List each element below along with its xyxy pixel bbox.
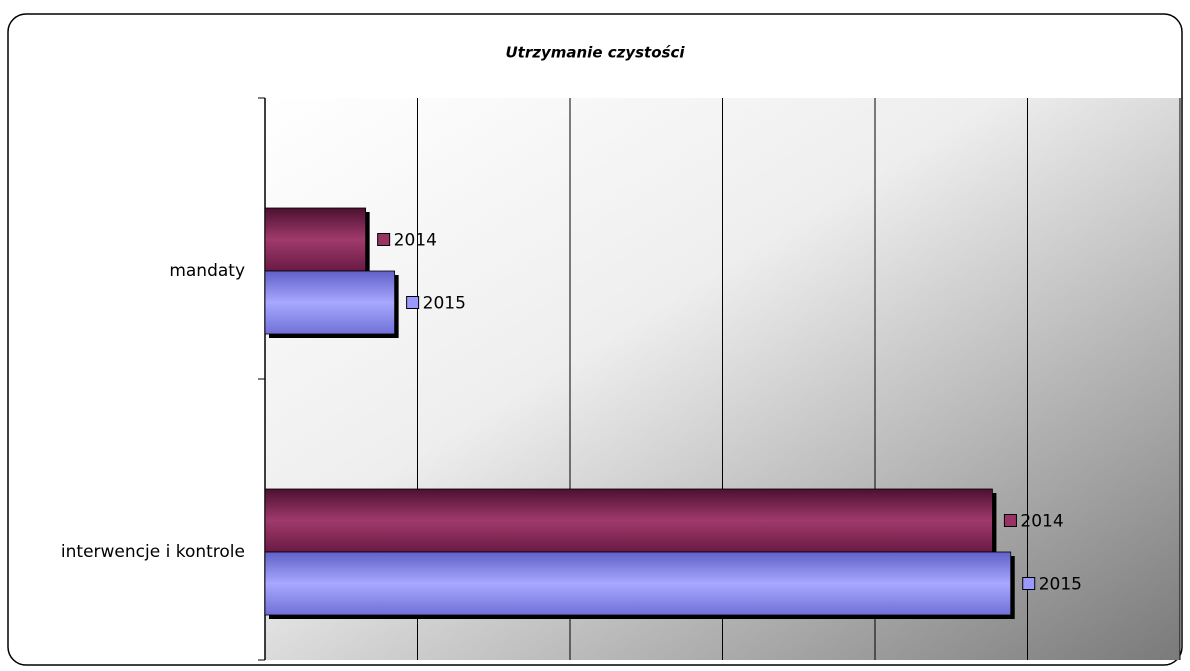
data-label: 2014 [394, 231, 437, 251]
data-label-key [1022, 577, 1036, 590]
y-tick-label: mandaty [169, 261, 245, 281]
chart-title: Utrzymanie czystości [506, 44, 686, 62]
bar [264, 207, 367, 272]
data-label: 2015 [423, 294, 466, 314]
data-label: 2015 [1039, 575, 1082, 595]
bar [264, 488, 993, 553]
bar [264, 551, 1012, 616]
data-label: 2014 [1020, 512, 1063, 532]
data-label-key [406, 296, 420, 309]
bar [264, 270, 396, 335]
data-label-key [1003, 514, 1017, 527]
data-label-key [377, 233, 391, 246]
y-tick-label: interwencje i kontrole [61, 542, 245, 562]
